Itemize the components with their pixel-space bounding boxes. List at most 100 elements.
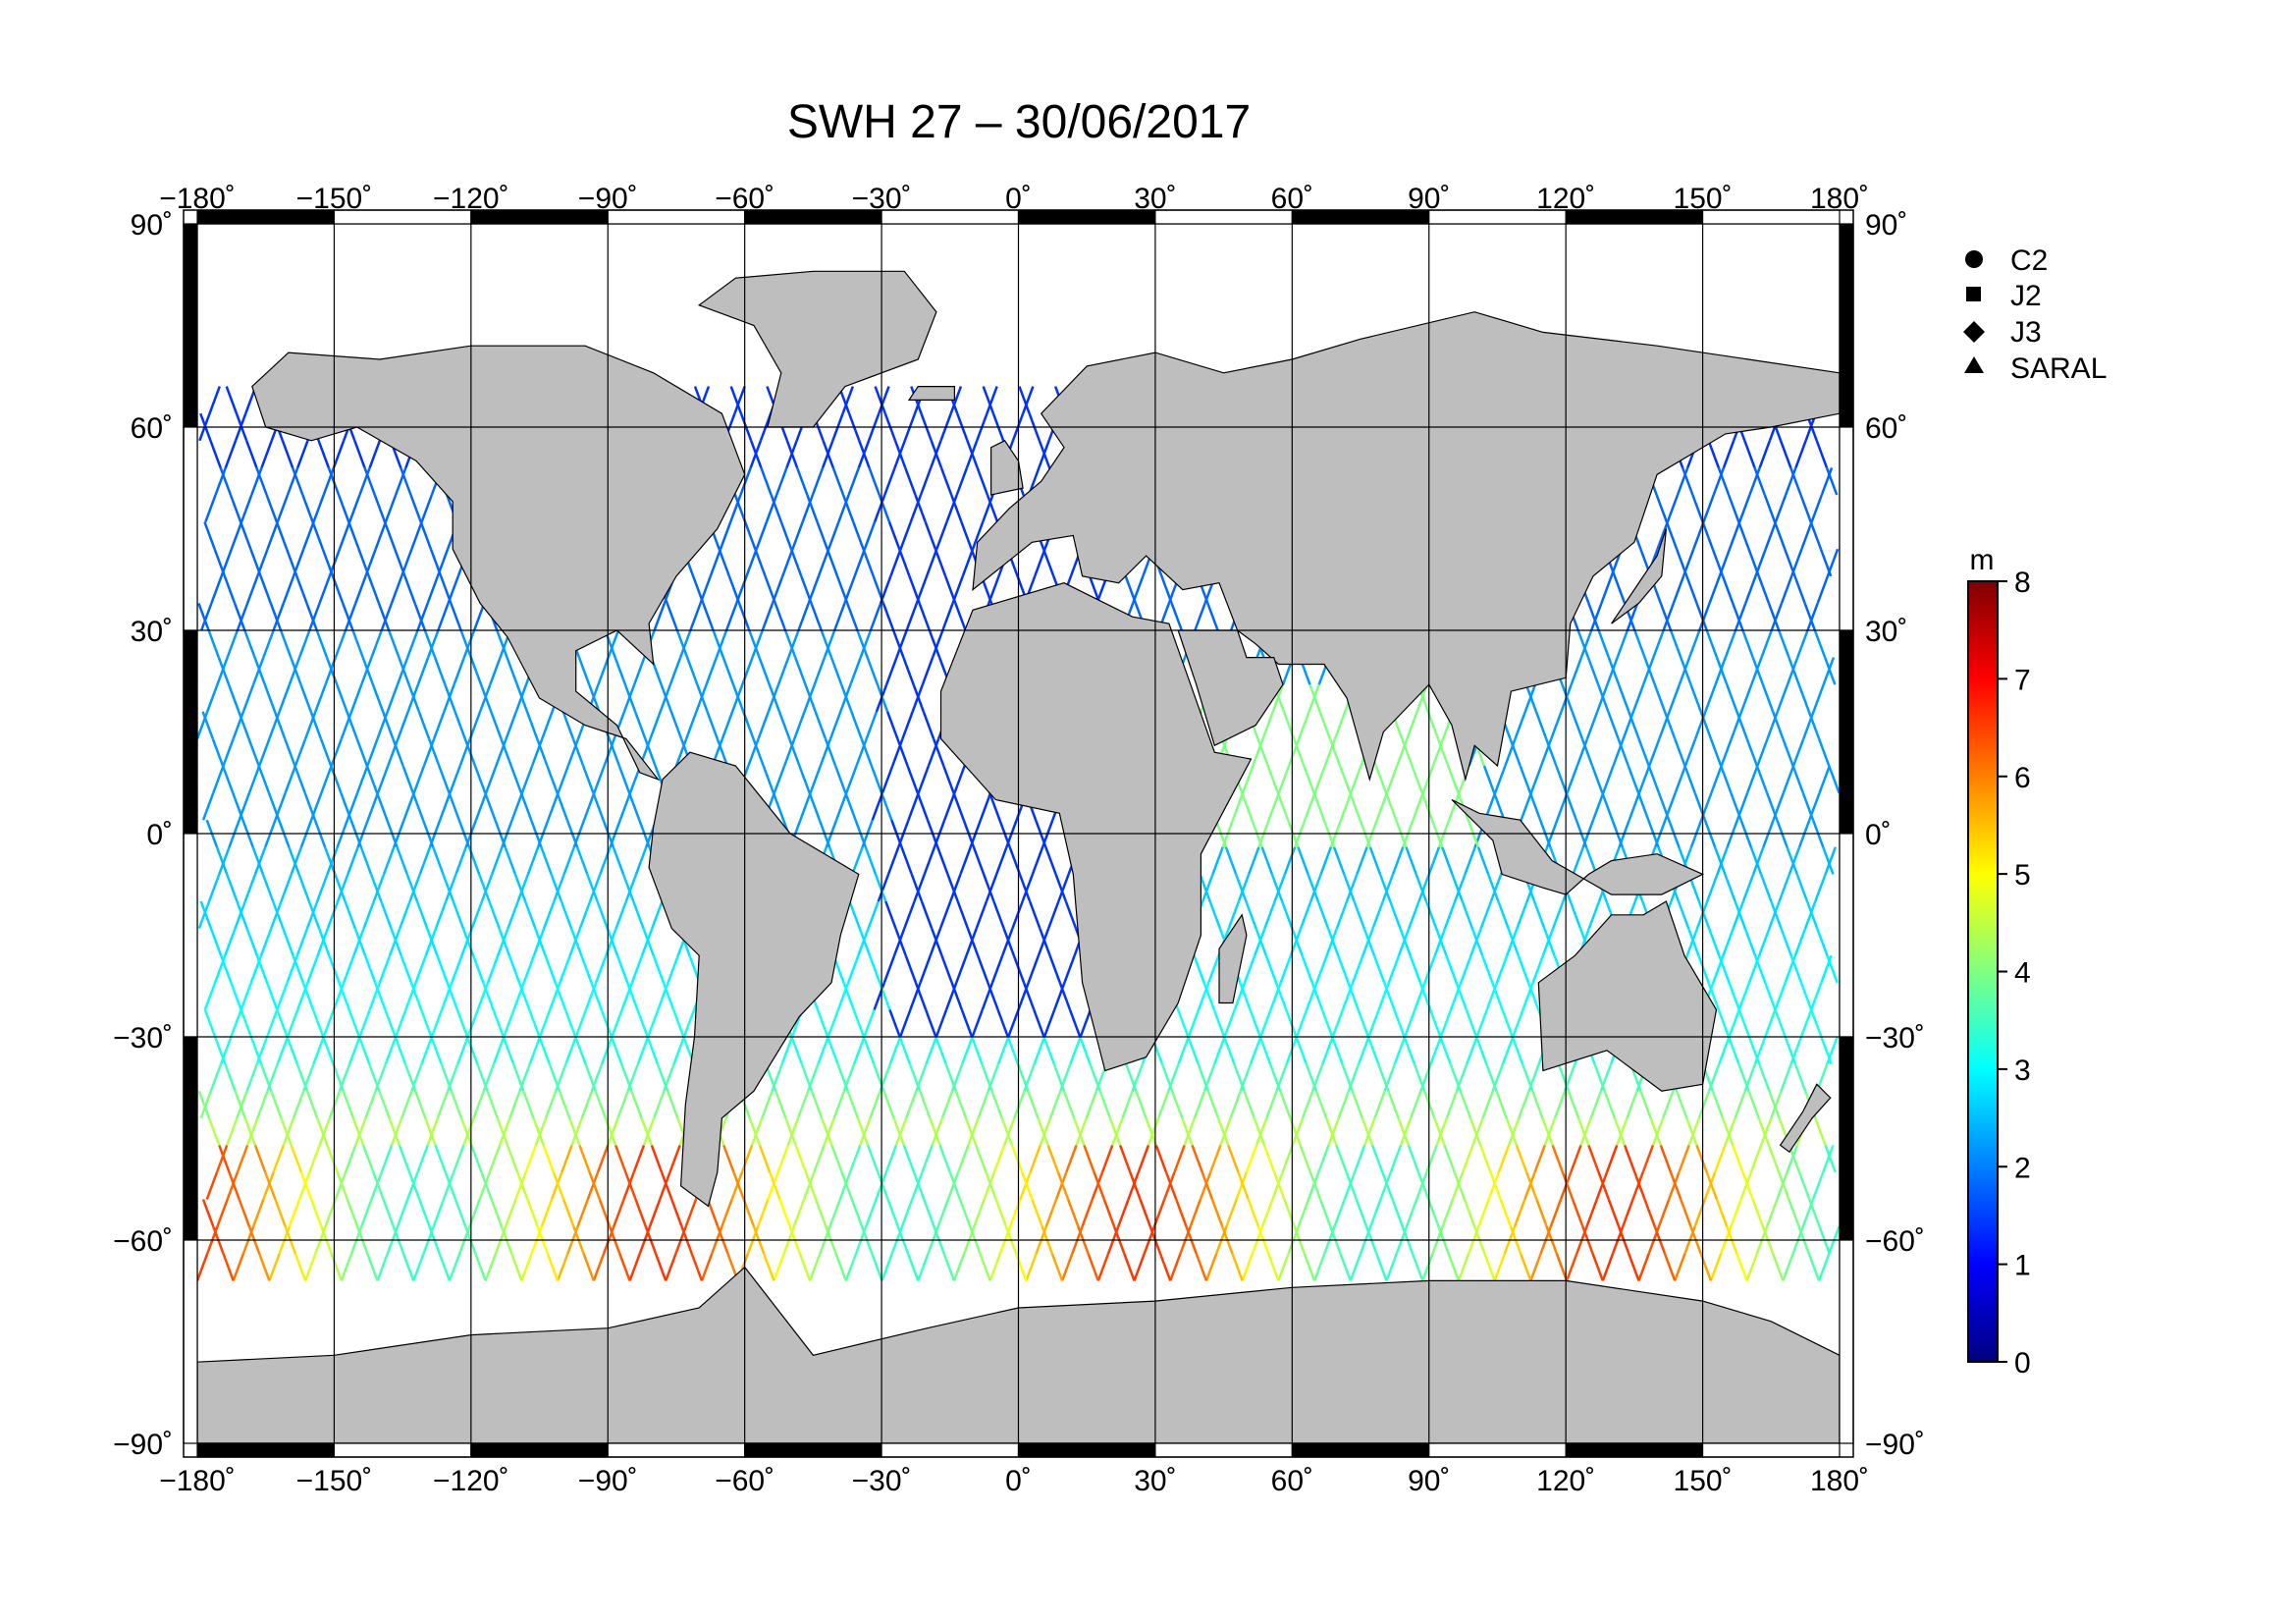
track-segment (1265, 1090, 1278, 1119)
track-segment (881, 1253, 893, 1281)
track-segment (366, 1253, 379, 1281)
track-segment (678, 629, 692, 659)
track-segment (1707, 928, 1721, 956)
track-segment (1295, 1008, 1308, 1038)
track-segment (845, 765, 858, 794)
track-segment (1669, 1171, 1682, 1201)
track-segment (1457, 1253, 1470, 1281)
lon-tick-label: 90˚ (1408, 183, 1450, 215)
track-segment (290, 1144, 303, 1173)
track-segment (383, 521, 397, 550)
track-segment (799, 792, 812, 821)
track-segment (1758, 928, 1771, 956)
track-segment (1314, 1090, 1328, 1119)
track-segment (672, 1036, 686, 1065)
track-segment (1274, 982, 1288, 1010)
track-segment (400, 954, 413, 984)
track-segment (1591, 1253, 1604, 1281)
track-segment (1083, 1144, 1095, 1173)
track-segment (426, 629, 440, 659)
track-segment (1713, 846, 1727, 875)
track-segment (1643, 657, 1656, 685)
track-segment (966, 928, 980, 956)
track-segment (1308, 1171, 1322, 1201)
track-segment (1607, 711, 1620, 739)
track-segment (1659, 1144, 1673, 1173)
track-segment (245, 1063, 259, 1092)
track-segment (822, 440, 834, 468)
lon-tick-label: 60˚ (1271, 183, 1313, 215)
track-segment (785, 440, 799, 468)
track-segment (1717, 1008, 1731, 1038)
track-segment (1534, 711, 1548, 739)
track-segment (1266, 765, 1280, 794)
track-segment (1651, 1117, 1665, 1146)
track-segment (817, 1036, 829, 1065)
track-segment (1447, 765, 1460, 794)
track-segment (1451, 1171, 1465, 1201)
track-segment (1741, 873, 1755, 902)
track-segment (1631, 683, 1645, 713)
track-segment (1201, 873, 1214, 902)
track-segment (528, 1036, 542, 1065)
track-segment (1093, 1171, 1106, 1201)
track-segment (1461, 900, 1474, 930)
track-segment (310, 1199, 323, 1227)
track-segment (1183, 1117, 1197, 1146)
track-segment (294, 765, 306, 794)
track-segment (1685, 928, 1699, 956)
track-segment (503, 1008, 515, 1038)
track-segment (1375, 792, 1389, 821)
track-segment (1774, 1008, 1787, 1038)
track-segment (1718, 1036, 1731, 1065)
legend-item-j2: J2 (2010, 280, 2042, 312)
track-segment (502, 1036, 515, 1065)
track-segment (823, 1117, 835, 1146)
track-segment (1533, 1144, 1546, 1173)
track-segment (790, 1036, 803, 1065)
track-segment (646, 1036, 660, 1065)
track-segment (642, 928, 655, 956)
track-segment (490, 1199, 504, 1227)
track-segment (1601, 1253, 1615, 1281)
track-segment (856, 1117, 870, 1146)
track-segment (1572, 846, 1584, 875)
track-segment (810, 602, 823, 631)
track-segment (1705, 1171, 1719, 1201)
track-segment (472, 602, 486, 631)
track-segment (1363, 1117, 1376, 1146)
track-segment (955, 466, 969, 496)
track-segment (1504, 737, 1517, 767)
track-segment (918, 602, 932, 631)
track-segment (317, 928, 331, 956)
track-segment (954, 1090, 968, 1119)
track-segment (1712, 466, 1726, 496)
track-segment (286, 954, 298, 984)
track-segment (240, 982, 253, 1010)
track-segment (561, 1144, 573, 1173)
track-segment (1587, 602, 1600, 631)
track-segment (752, 737, 765, 767)
track-segment (618, 1253, 631, 1281)
track-segment (292, 548, 305, 577)
track-segment (1663, 1253, 1677, 1281)
track-segment (656, 1063, 669, 1092)
track-segment (1587, 900, 1601, 930)
track-segment (396, 846, 408, 875)
track-segment (532, 928, 546, 956)
track-segment (996, 1036, 1010, 1065)
track-segment (553, 873, 565, 902)
track-segment (1427, 846, 1441, 875)
track-segment (388, 1117, 401, 1146)
frame-segment (333, 1442, 472, 1458)
track-segment (1685, 1117, 1698, 1146)
track-segment (621, 873, 635, 902)
track-segment (1123, 1253, 1136, 1281)
track-segment (729, 386, 743, 414)
track-segment (977, 1090, 990, 1119)
track-segment (1137, 1144, 1150, 1173)
track-segment (906, 1253, 920, 1281)
track-segment (305, 1090, 319, 1119)
track-segment (261, 873, 275, 902)
track-segment (1633, 1171, 1646, 1201)
